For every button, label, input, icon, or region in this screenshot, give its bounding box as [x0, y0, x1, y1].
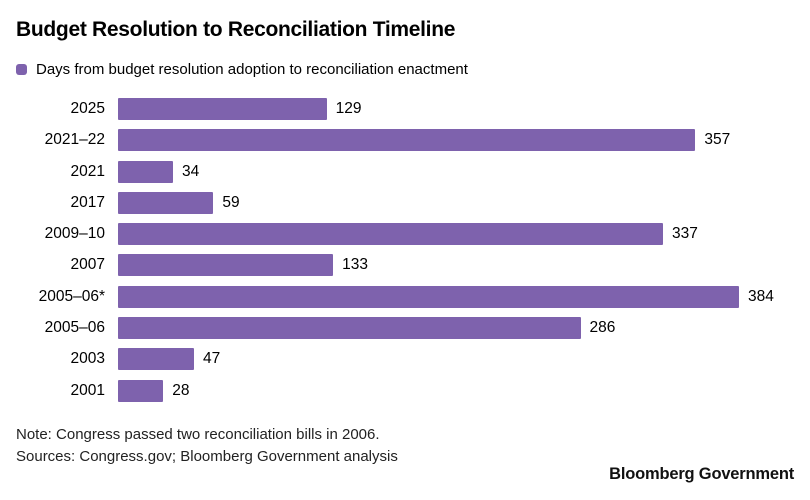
- category-label: 2001: [70, 381, 105, 399]
- bar-track: 133: [118, 254, 739, 277]
- legend-label: Days from budget resolution adoption to …: [36, 60, 468, 78]
- bar-track: 357: [118, 129, 739, 152]
- value-label: 34: [181, 162, 200, 180]
- legend: Days from budget resolution adoption to …: [16, 60, 794, 78]
- value-label: 28: [172, 381, 190, 399]
- category-label: 2005–06: [44, 319, 105, 337]
- bar: [118, 285, 739, 308]
- note-text: Note: Congress passed two reconciliation…: [16, 425, 380, 443]
- bar: [118, 317, 581, 340]
- table-row: 2003 47: [16, 348, 794, 371]
- bar: [118, 379, 164, 402]
- bar: [118, 348, 194, 371]
- table-row: 2009–10 337: [16, 223, 794, 246]
- value-label: 384: [748, 287, 774, 305]
- value-label: 357: [704, 131, 731, 149]
- table-row: 2021–22 357: [16, 129, 794, 152]
- category-label: 2021: [70, 162, 105, 180]
- category-label: 2025: [70, 100, 105, 117]
- category-label: 2017: [70, 193, 105, 211]
- category-label: 2005–06*: [38, 287, 105, 305]
- category-label: 2007: [70, 256, 105, 274]
- bar: [118, 98, 327, 120]
- value-label: 133: [342, 256, 368, 274]
- bar: [118, 129, 696, 152]
- bar-track: 129: [118, 98, 739, 120]
- table-row: 2007 133: [16, 254, 794, 277]
- table-row: 2021 34: [16, 160, 794, 183]
- bar: [118, 223, 663, 246]
- bar-track: 28: [118, 379, 739, 402]
- footnote-block: Note: Congress passed two reconciliation…: [16, 424, 794, 468]
- bar-track: 34: [118, 160, 739, 183]
- bar-track: 59: [118, 191, 739, 214]
- value-label: 286: [589, 319, 616, 337]
- table-row: 2005–06 286: [16, 317, 794, 340]
- value-label: 59: [222, 193, 240, 211]
- value-label: 47: [203, 350, 221, 368]
- category-label: 2021–22: [44, 131, 105, 149]
- bar: [118, 160, 173, 183]
- bar: [118, 191, 214, 214]
- bar-track: 286: [118, 317, 739, 340]
- table-row: 2001 28: [16, 379, 794, 402]
- bar-chart: 2025 129 2021–22 357 2021 34 2017 59 200…: [16, 98, 794, 402]
- page-title: Budget Resolution to Reconciliation Time…: [16, 18, 456, 41]
- table-row: 2017 59: [16, 191, 794, 214]
- category-label: 2003: [70, 350, 105, 368]
- value-label: 337: [671, 225, 698, 243]
- legend-swatch-icon: [16, 63, 27, 75]
- bar-track: 47: [118, 348, 739, 371]
- table-row: 2025 129: [16, 98, 794, 120]
- value-label: 129: [335, 100, 362, 117]
- bar-track: 384: [118, 285, 774, 308]
- bar-track: 337: [118, 223, 739, 246]
- bar: [118, 254, 334, 277]
- table-row: 2005–06* 384: [16, 285, 794, 308]
- sources-text: Sources: Congress.gov; Bloomberg Governm…: [16, 447, 398, 465]
- category-label: 2009–10: [44, 225, 105, 243]
- bloomberg-government-logo: Bloomberg Government: [609, 465, 794, 483]
